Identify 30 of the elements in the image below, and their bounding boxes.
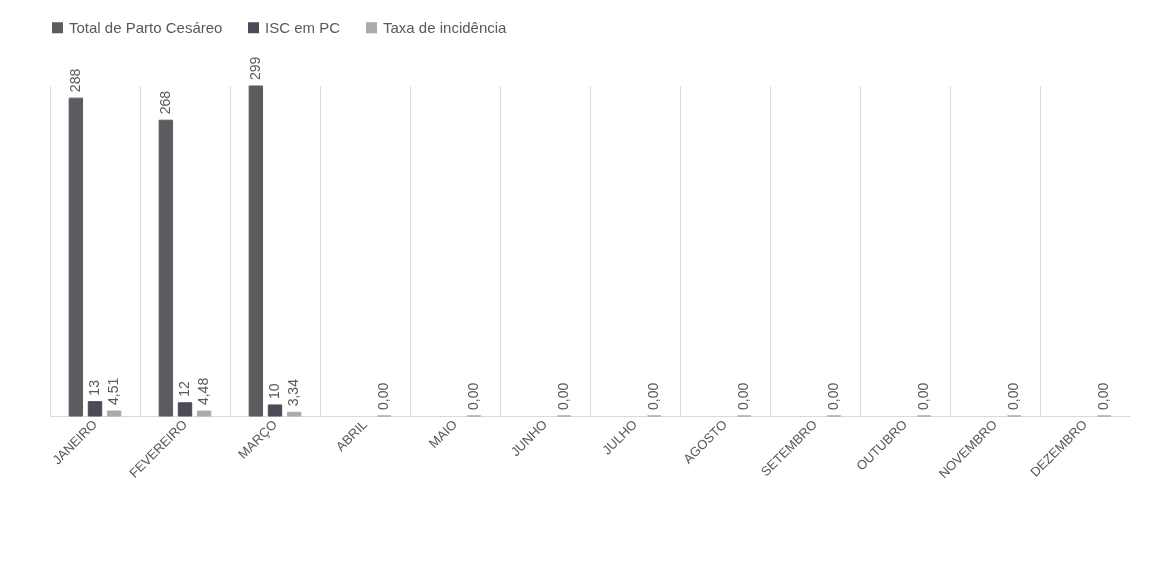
data-label: 10	[266, 383, 282, 399]
data-label: 0,00	[825, 382, 842, 410]
data-label: 288	[66, 68, 83, 93]
data-label: 0,00	[375, 382, 392, 410]
data-label: 268	[156, 90, 173, 115]
data-label: 0,00	[555, 382, 572, 410]
bar	[267, 404, 283, 417]
bar	[248, 85, 264, 417]
data-label: 0,00	[735, 382, 752, 410]
bar	[87, 401, 103, 417]
bar	[177, 402, 193, 417]
bar	[106, 410, 122, 417]
data-label: 0,00	[465, 382, 482, 410]
bar	[158, 119, 174, 417]
bar	[68, 97, 84, 417]
data-label: 299	[246, 56, 263, 80]
data-label: 0,00	[645, 382, 662, 410]
legend-label: Total de Parto Cesáreo	[69, 18, 223, 36]
data-label: 4,51	[105, 377, 122, 406]
data-label: 0,00	[1095, 382, 1112, 410]
data-label: 3,34	[285, 378, 302, 407]
legend-label: ISC em PC	[265, 18, 341, 36]
data-label: 4,48	[195, 377, 212, 406]
bar	[196, 410, 212, 417]
data-label: 12	[176, 380, 192, 397]
legend-label: Taxa de incidência	[383, 18, 508, 36]
bar	[286, 411, 302, 417]
data-label: 0,00	[1005, 382, 1022, 410]
data-label: 13	[86, 379, 102, 396]
data-label: 0,00	[915, 382, 932, 410]
